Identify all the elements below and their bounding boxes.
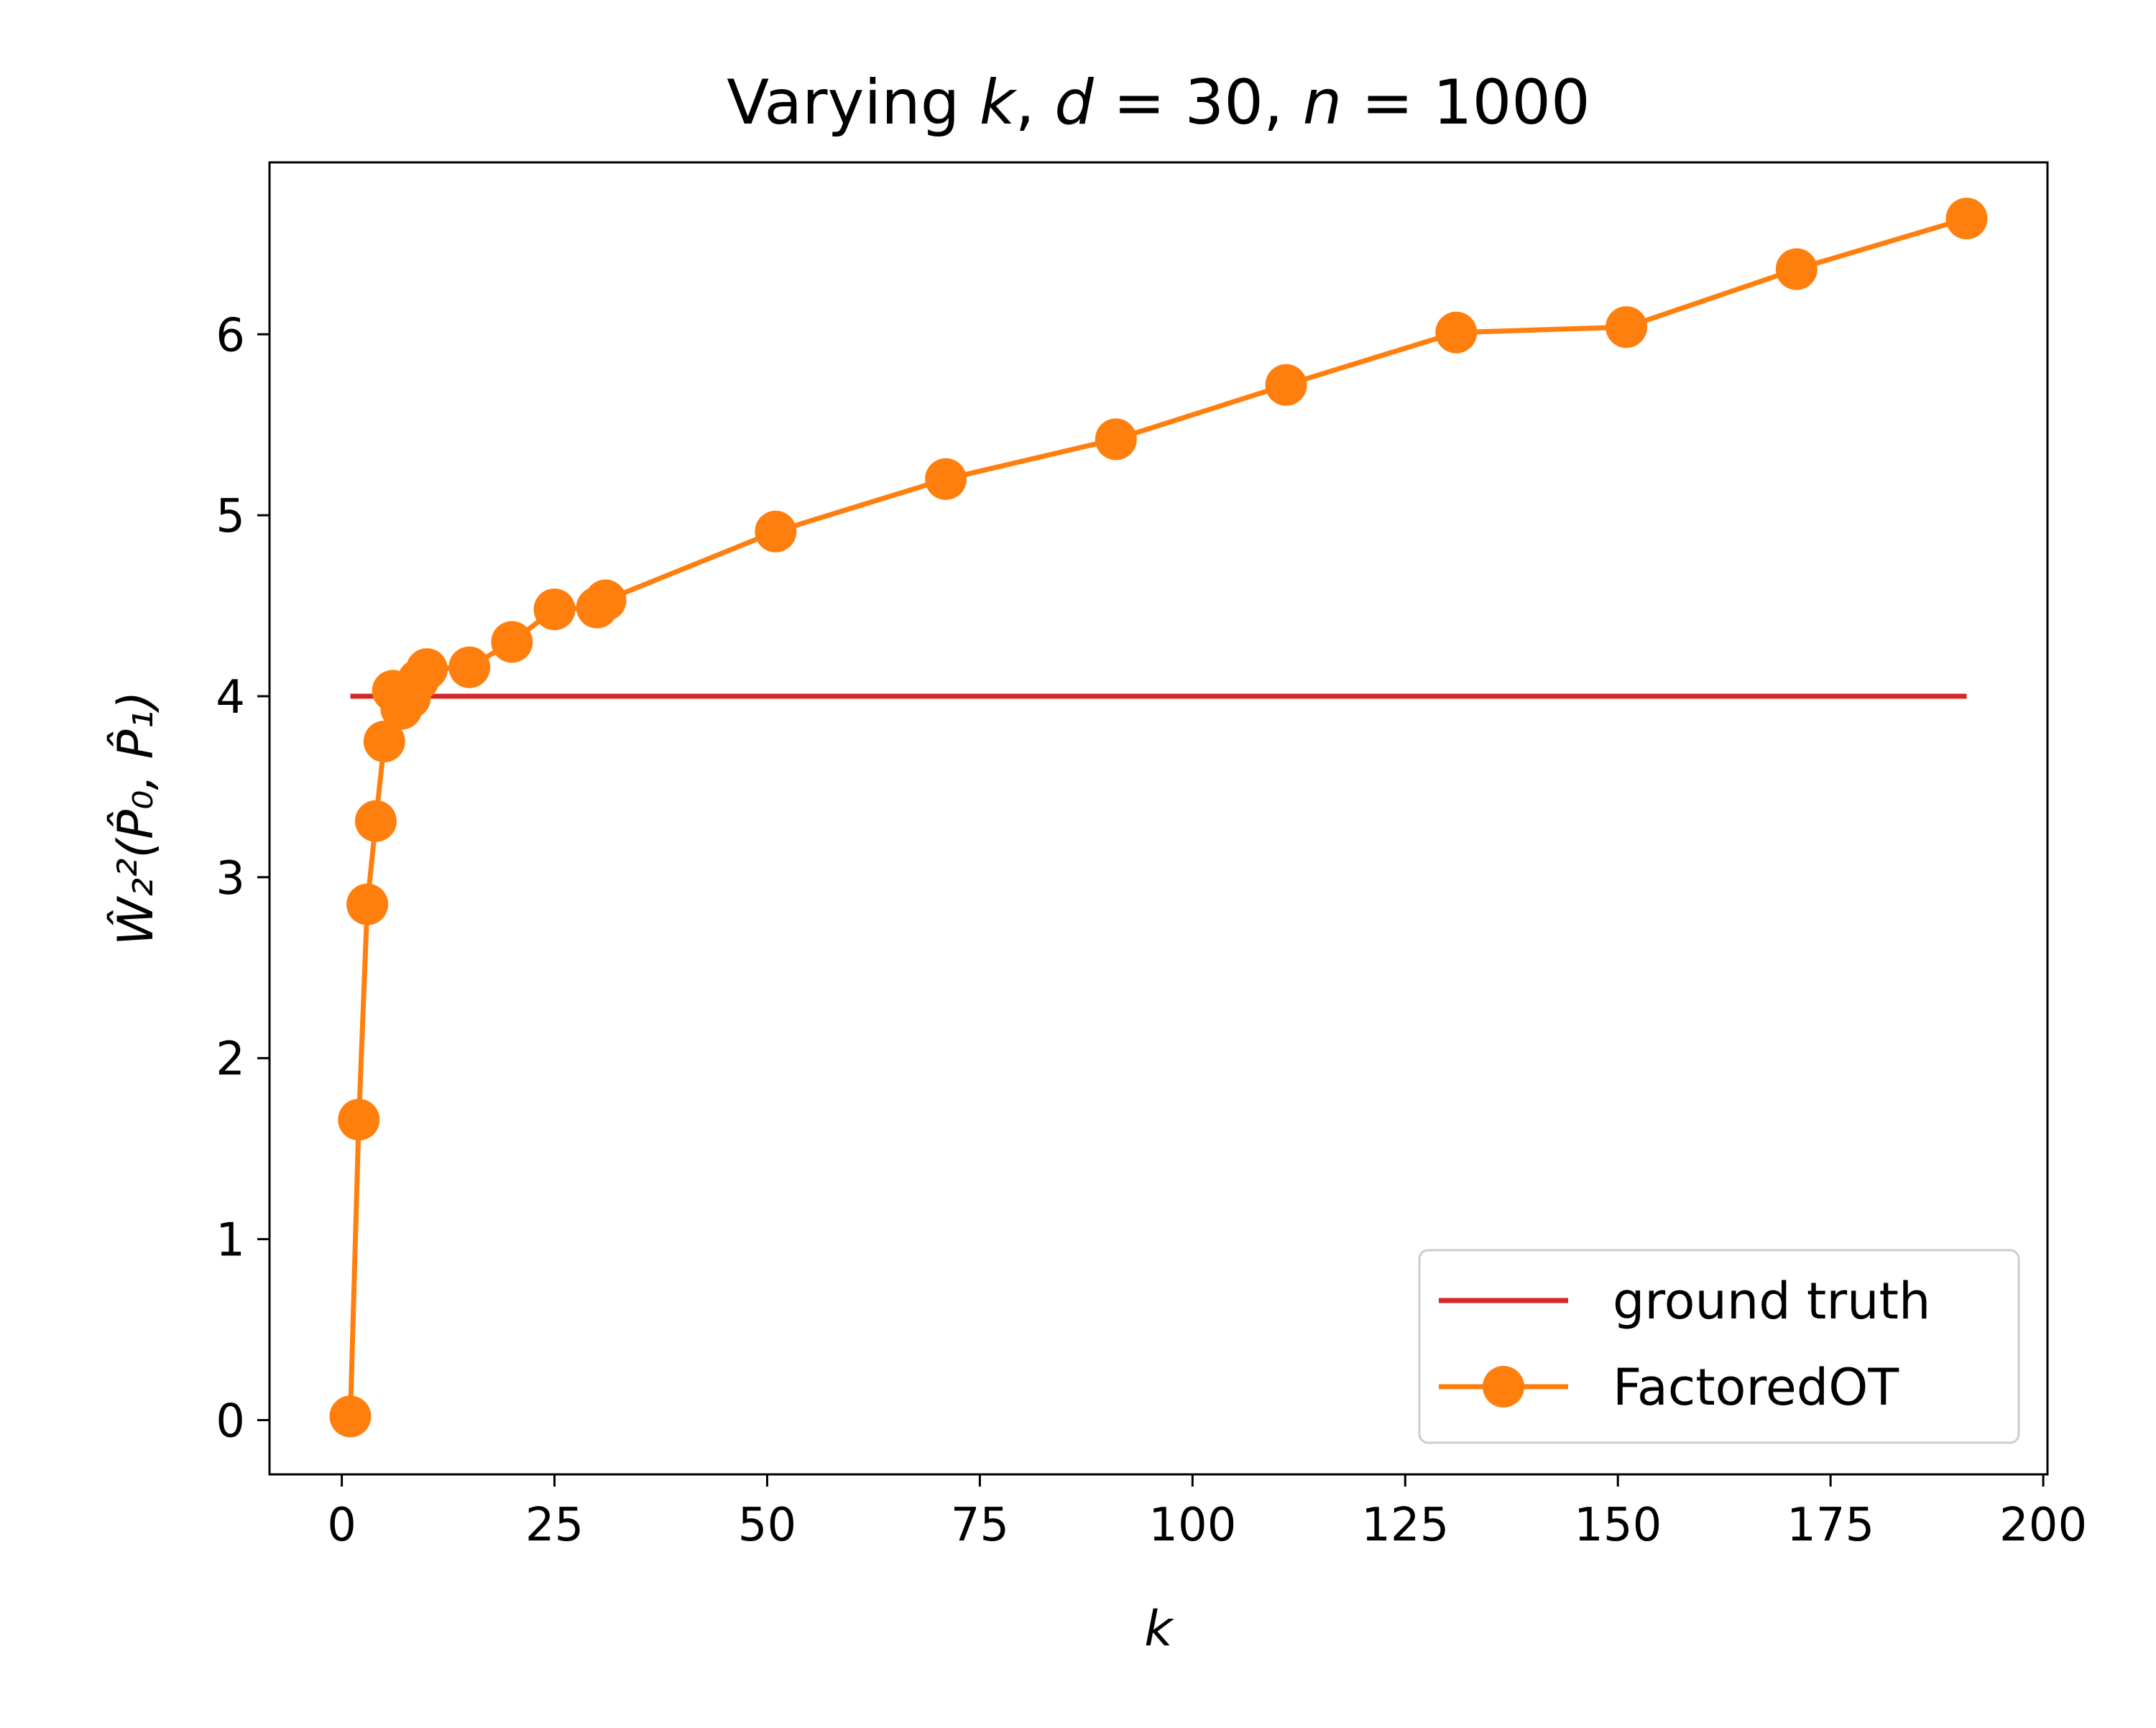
title-part-4: = 30, — [1094, 67, 1303, 139]
data-point-factoredot — [1435, 311, 1478, 354]
data-point-factoredot — [1945, 198, 1988, 240]
chart-title: Varying k, d = 30, n = 1000 — [727, 67, 1590, 139]
x-tick-label: 150 — [1574, 1499, 1662, 1552]
data-point-factoredot — [1265, 364, 1307, 406]
title-part-6: = 1000 — [1342, 67, 1590, 139]
title-part-5: n — [1303, 67, 1342, 139]
legend-label-factoredot: FactoredOT — [1613, 1358, 1899, 1417]
x-tick-label: 50 — [738, 1499, 796, 1552]
y-tick-label: 4 — [216, 671, 245, 724]
y-tick-label: 3 — [216, 852, 245, 905]
legend-marker-factoredot — [1483, 1366, 1524, 1408]
x-tick-label: 175 — [1787, 1499, 1874, 1552]
data-point-factoredot — [925, 458, 967, 500]
x-tick-label: 25 — [525, 1499, 584, 1552]
data-point-factoredot — [533, 588, 576, 631]
x-tick-label: 0 — [327, 1499, 356, 1552]
data-point-factoredot — [584, 579, 627, 622]
y-tick-label: 6 — [216, 309, 245, 362]
title-part-1: k — [980, 67, 1018, 139]
y-tick-label: 1 — [216, 1214, 245, 1267]
data-point-factoredot — [491, 621, 533, 663]
x-axis-label: k — [1144, 1601, 1174, 1658]
title-part-3: d — [1054, 67, 1094, 139]
data-point-factoredot — [346, 883, 389, 925]
data-point-factoredot — [354, 800, 397, 842]
title-part-0: Varying — [727, 67, 979, 139]
data-point-factoredot — [755, 510, 797, 553]
x-tick-label: 100 — [1148, 1499, 1236, 1552]
y-tick-label: 0 — [216, 1395, 245, 1448]
data-point-factoredot — [1095, 418, 1137, 461]
data-point-factoredot — [1775, 248, 1818, 290]
x-tick-label: 125 — [1361, 1499, 1449, 1552]
y-tick-label: 2 — [216, 1033, 245, 1086]
x-tick-label: 75 — [951, 1499, 1009, 1552]
data-point-factoredot — [329, 1395, 372, 1438]
data-point-factoredot — [363, 720, 405, 762]
plot-frame — [268, 161, 2049, 1476]
x-tick-label: 200 — [1999, 1499, 2087, 1552]
axis-ticks: 0 25 50 75 100 125 150 175 200 0 1 2 3 4 5 6 — [216, 309, 2087, 1552]
title-part-2: , — [1015, 67, 1055, 139]
legend-label-ground-truth: ground truth — [1613, 1272, 1930, 1331]
data-point-factoredot — [338, 1099, 380, 1141]
y-tick-label: 5 — [216, 490, 245, 543]
legend-box — [1418, 1249, 2020, 1444]
data-point-factoredot — [1606, 306, 1648, 348]
data-point-factoredot — [448, 646, 491, 688]
legend: ground truth FactoredOT — [1418, 1249, 2020, 1444]
y-axis-label: Ŵ₂²(P̂₀, P̂₁) — [107, 691, 165, 946]
data-point-factoredot — [405, 648, 448, 690]
plot-marks — [329, 198, 1988, 1438]
